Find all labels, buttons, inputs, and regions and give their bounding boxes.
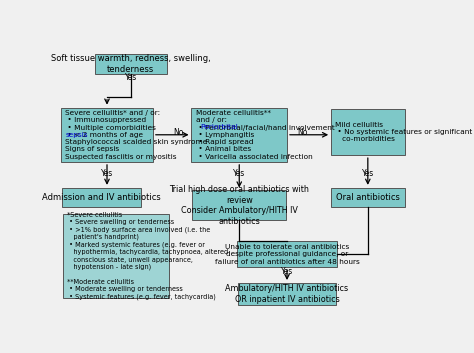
Text: Yes: Yes (362, 169, 374, 178)
Text: sepsis: sepsis (65, 132, 88, 138)
FancyBboxPatch shape (238, 283, 336, 305)
Text: Ambulatory/HITH IV antibiotics
OR inpatient IV antibiotics: Ambulatory/HITH IV antibiotics OR inpati… (226, 284, 348, 304)
Text: Admission and IV antibiotics: Admission and IV antibiotics (42, 193, 161, 202)
FancyBboxPatch shape (95, 54, 167, 74)
Text: Soft tissue warmth, redness, swelling,
tenderness: Soft tissue warmth, redness, swelling, t… (51, 54, 211, 74)
Text: Yes: Yes (125, 73, 137, 82)
Text: Yes: Yes (281, 267, 293, 276)
FancyBboxPatch shape (237, 241, 337, 267)
Text: Oral antibiotics: Oral antibiotics (336, 193, 400, 202)
Text: No: No (297, 128, 308, 137)
FancyBboxPatch shape (331, 109, 405, 155)
FancyBboxPatch shape (192, 191, 286, 220)
Text: Yes: Yes (233, 169, 246, 178)
FancyBboxPatch shape (62, 188, 141, 207)
Text: *Severe cellulitis
 • Severe swelling or tenderness
 • >1% body surface area inv: *Severe cellulitis • Severe swelling or … (67, 211, 228, 300)
Text: Yes: Yes (101, 169, 113, 178)
Text: Periorbital: Periorbital (201, 124, 238, 130)
Text: Severe cellulitis* and / or:
 • Immunosuppressed
 • Multiple comorbidities
 • < : Severe cellulitis* and / or: • Immunosup… (65, 110, 208, 160)
FancyBboxPatch shape (331, 188, 405, 207)
FancyBboxPatch shape (191, 108, 287, 162)
FancyBboxPatch shape (61, 108, 153, 162)
Text: Trial high dose oral antibiotics with
review
Consider Ambulatory/HITH IV
antibio: Trial high dose oral antibiotics with re… (169, 185, 309, 226)
FancyBboxPatch shape (63, 214, 169, 298)
Text: Mild cellulitis
 • No systemic features or significant
   co-morbidities: Mild cellulitis • No systemic features o… (336, 122, 473, 142)
Text: Moderate cellulitis**
and / or:
 • Periorbital/facial/hand involvement
 • Lympha: Moderate cellulitis** and / or: • Perior… (196, 110, 335, 160)
Text: Unable to tolerate oral antibiotics
despite professional guidance, or
failure of: Unable to tolerate oral antibiotics desp… (215, 244, 359, 265)
Text: No: No (173, 128, 184, 137)
